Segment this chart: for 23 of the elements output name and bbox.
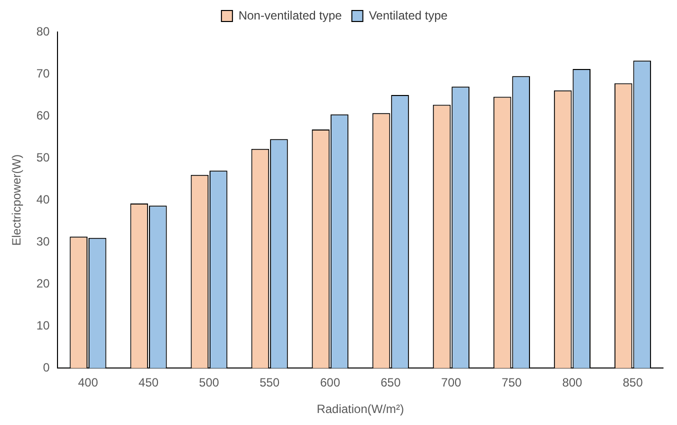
x-tick-label: 850 xyxy=(622,376,644,390)
x-tick-label: 750 xyxy=(502,376,522,390)
y-tick-label: 60 xyxy=(36,108,50,122)
y-tick-label: 30 xyxy=(36,234,50,248)
x-tick-label: 450 xyxy=(138,376,159,390)
y-tick-label: 80 xyxy=(36,24,50,38)
x-tick-label: 600 xyxy=(320,376,340,390)
y-tick-label: 40 xyxy=(36,192,50,206)
x-tick-label: 800 xyxy=(562,376,583,390)
legend-label: Ventilated type xyxy=(368,8,448,22)
y-tick-label: 50 xyxy=(36,150,50,164)
y-tick-label: 10 xyxy=(36,318,50,332)
y-tick-label: 70 xyxy=(36,66,50,80)
x-tick-label: 400 xyxy=(78,376,98,390)
x-tick-label: 550 xyxy=(260,376,280,390)
legend-label: Non-ventilated type xyxy=(238,8,342,22)
x-tick-label: 700 xyxy=(441,376,462,390)
x-tick-label: 650 xyxy=(380,376,401,390)
y-axis-title: Electricpower(W) xyxy=(10,154,24,246)
y-tick-label: 20 xyxy=(36,276,50,290)
x-tick-label: 500 xyxy=(199,376,220,390)
y-tick-label: 0 xyxy=(43,360,50,375)
x-axis-title: Radiation(W/m²) xyxy=(316,402,404,416)
